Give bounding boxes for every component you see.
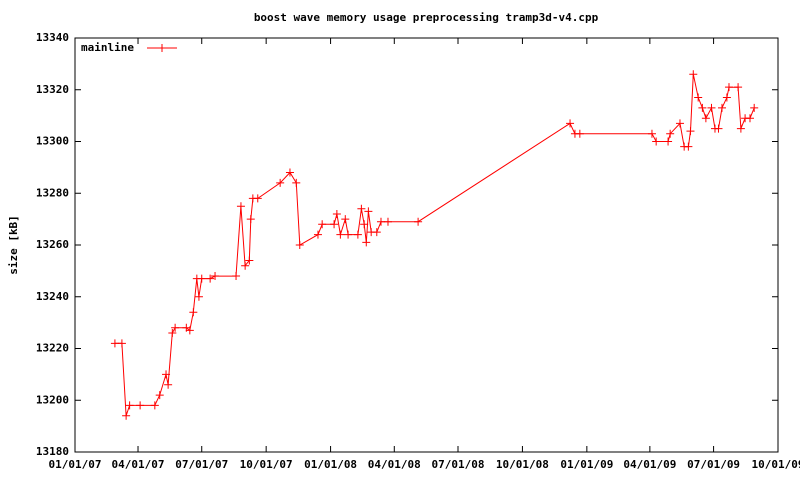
data-point [292, 178, 301, 187]
legend-label: mainline [81, 41, 134, 54]
data-point [197, 274, 206, 283]
data-point [318, 220, 327, 229]
data-point [722, 93, 731, 102]
data-point [414, 217, 423, 226]
x-tick-label: 01/01/08 [304, 458, 357, 471]
data-point [206, 274, 215, 283]
data-point [136, 401, 145, 410]
data-point [364, 207, 373, 216]
data-point [168, 328, 177, 337]
data-point [353, 230, 362, 239]
data-point [357, 204, 366, 213]
data-point [707, 103, 716, 112]
data-point [246, 215, 255, 224]
data-point [313, 230, 322, 239]
y-tick-label: 13280 [36, 186, 69, 199]
data-point [694, 93, 703, 102]
data-point [684, 142, 693, 151]
data-point [344, 230, 353, 239]
data-point [253, 194, 262, 203]
x-tick-label: 10/01/07 [240, 458, 293, 471]
data-point [575, 129, 584, 138]
series-line [114, 74, 755, 416]
data-point [211, 272, 220, 281]
data-point [150, 401, 159, 410]
data-point [566, 119, 575, 128]
data-point [330, 220, 339, 229]
y-tick-label: 13200 [36, 393, 69, 406]
data-point [701, 114, 710, 123]
data-point [236, 202, 245, 211]
data-point [285, 168, 294, 177]
data-point [122, 411, 131, 420]
data-point [698, 103, 707, 112]
data-point [245, 256, 254, 265]
data-point [162, 370, 171, 379]
data-point [372, 228, 381, 237]
data-point [194, 292, 203, 301]
data-point [232, 272, 241, 281]
data-point [652, 137, 661, 146]
data-point [686, 127, 695, 136]
data-point [125, 401, 134, 410]
data-point [750, 103, 759, 112]
data-point [185, 326, 194, 335]
y-tick-label: 13320 [36, 83, 69, 96]
x-tick-label: 04/01/08 [368, 458, 421, 471]
data-point [745, 114, 754, 123]
data-point [341, 215, 350, 224]
data-point [332, 209, 341, 218]
x-tick-label: 01/01/07 [49, 458, 102, 471]
x-tick-label: 10/01/08 [496, 458, 549, 471]
data-point [724, 83, 733, 92]
y-tick-label: 13300 [36, 135, 69, 148]
data-point [117, 339, 126, 348]
x-tick-label: 07/01/09 [687, 458, 740, 471]
data-point [647, 129, 656, 138]
data-point [736, 124, 745, 133]
data-point [189, 308, 198, 317]
data-point [717, 103, 726, 112]
y-axis-label: size [kB] [7, 215, 20, 275]
x-tick-label: 07/01/08 [432, 458, 485, 471]
data-point [336, 230, 345, 239]
data-point [383, 217, 392, 226]
plot-frame [74, 37, 779, 453]
data-point [664, 137, 673, 146]
y-tick-label: 13220 [36, 342, 69, 355]
x-tick-label: 04/01/07 [112, 458, 165, 471]
data-point [714, 124, 723, 133]
data-point [689, 70, 698, 79]
legend-marker [158, 44, 166, 52]
data-point [362, 238, 371, 247]
y-tick-label: 13240 [36, 290, 69, 303]
x-tick-label: 01/01/09 [560, 458, 613, 471]
data-point [734, 83, 743, 92]
x-tick-label: 10/01/09 [752, 458, 800, 471]
data-point [295, 241, 304, 249]
data-point [666, 129, 675, 138]
data-point [360, 220, 369, 229]
y-tick-label: 13180 [36, 445, 69, 458]
data-point [276, 178, 285, 187]
chart-title: boost wave memory usage preprocessing tr… [254, 11, 599, 24]
y-tick-label: 13260 [36, 238, 69, 251]
data-point [171, 323, 180, 332]
data-point [675, 119, 684, 128]
y-tick-label: 13340 [36, 31, 69, 44]
data-point [241, 261, 250, 270]
data-point [155, 391, 164, 400]
data-point [164, 380, 173, 389]
x-tick-label: 07/01/07 [175, 458, 228, 471]
x-tick-label: 04/01/09 [623, 458, 676, 471]
data-point [110, 339, 119, 348]
data-point [376, 217, 385, 226]
